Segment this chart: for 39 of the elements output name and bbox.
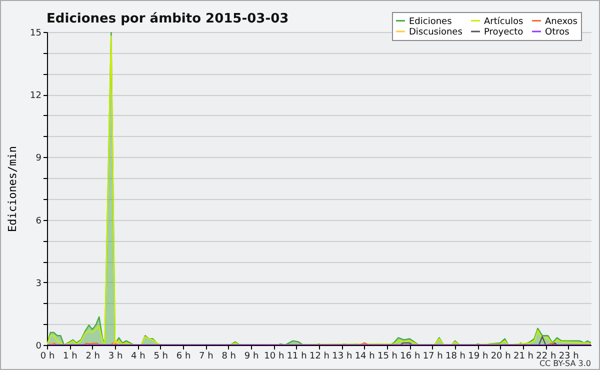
y-tick-label: 6 [36,216,42,226]
x-tick-label: 3 h [108,352,123,362]
legend-label: Anexos [545,16,578,27]
x-tick-label: 19 h [468,352,488,362]
x-tick-label: 10 h [264,352,284,362]
x-tick-label: 16 h [400,352,420,362]
x-tick-label: 22 h [536,352,556,362]
x-tick-label: 18 h [445,352,466,362]
x-tick-label: 1 h [63,352,78,362]
y-tick-label: 9 [36,154,42,164]
legend-label: Proyecto [484,28,524,38]
x-tick-label: 6 h [176,352,191,362]
y-tick-label: 0 [36,342,42,352]
x-tick-label: 23 h [558,352,579,362]
x-tick-label: 5 h [154,352,168,362]
text: CC BY-SA 3.0 [539,359,591,368]
y-tick-label: 15 [30,28,42,38]
x-tick-label: 0 h [40,352,55,362]
x-tick-label: 14 h [354,352,375,362]
x-tick-label: 4 h [131,352,146,362]
x-tick-label: 9 h [244,352,259,362]
y-tick-label: 3 [36,278,42,289]
x-tick-label: 2 h [86,352,100,362]
legend-label: Otros [545,28,570,38]
x-tick-label: 17 h [422,352,443,362]
x-tick-label: 21 h [513,352,534,362]
legend-label: Artículos [484,16,524,27]
x-tick-label: 20 h [490,352,511,362]
y-axis-title: Ediciones/min [6,146,20,232]
x-tick-label: 11 h [286,352,307,362]
y-tick-label: 12 [30,91,42,102]
x-tick-label: 13 h [332,352,352,362]
legend-label: Ediciones [409,16,452,27]
x-tick-label: 12 h [309,352,330,362]
chart-title: Ediciones por ámbito 2015-03-03 [46,12,289,26]
legend-label: Discusiones [409,28,463,38]
x-tick-label: 15 h [377,352,398,362]
x-tick-label: 8 h [222,352,236,362]
x-tick-label: 7 h [199,352,214,362]
